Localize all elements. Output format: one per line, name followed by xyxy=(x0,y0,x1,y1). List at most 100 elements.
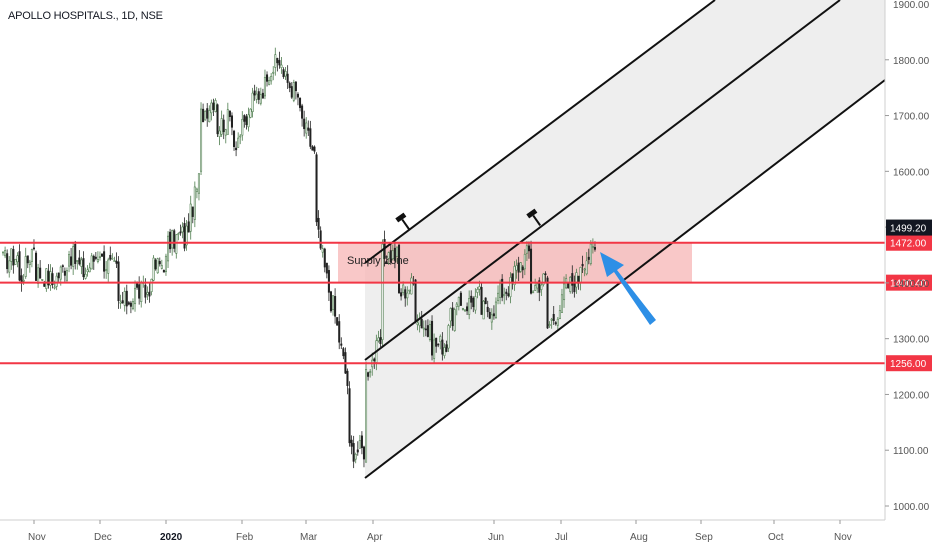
candle-body xyxy=(569,276,572,292)
candle-body xyxy=(224,129,227,136)
candle-body xyxy=(24,256,27,277)
candle-body xyxy=(323,248,326,268)
candle-body xyxy=(146,292,149,295)
candle-body xyxy=(249,108,252,118)
candle-body xyxy=(92,255,95,262)
arrow-icon xyxy=(600,252,656,325)
candle-body xyxy=(540,284,543,290)
candles xyxy=(2,47,596,469)
candle-body xyxy=(313,146,316,152)
candle-body xyxy=(173,230,176,249)
candle-body xyxy=(59,266,62,280)
candle-body xyxy=(171,230,174,249)
candle-body xyxy=(43,283,46,287)
candle-body xyxy=(464,309,467,312)
candle-body xyxy=(348,388,351,444)
candle-body xyxy=(377,337,380,342)
candle-body xyxy=(307,127,310,131)
candle-body xyxy=(521,266,524,271)
candle-body xyxy=(410,277,413,295)
candle-body xyxy=(513,266,516,286)
candle-body xyxy=(587,256,590,260)
candle-body xyxy=(109,254,112,260)
candle-body xyxy=(509,277,512,298)
candle-body xyxy=(296,93,299,98)
candle-body xyxy=(152,257,155,281)
candle-body xyxy=(550,318,553,321)
x-tick-label: Nov xyxy=(28,532,46,543)
candle-body xyxy=(342,348,345,357)
candle-body xyxy=(18,251,21,281)
candle-body xyxy=(274,54,277,68)
candle-body xyxy=(299,97,302,108)
candle-body xyxy=(191,206,194,217)
level-tag-label: 1400.40 xyxy=(890,279,927,290)
candle-body xyxy=(263,77,266,97)
candle-body xyxy=(220,118,223,135)
candle-body xyxy=(530,248,533,294)
candle-body xyxy=(65,270,68,281)
candle-body xyxy=(175,234,178,254)
candle-body xyxy=(158,261,161,265)
candle-body xyxy=(346,370,349,386)
candle-body xyxy=(51,273,54,285)
candle-body xyxy=(45,268,48,289)
candle-body xyxy=(134,287,137,305)
candle-body xyxy=(156,258,159,274)
candle-body xyxy=(544,273,547,275)
candle-body xyxy=(356,449,359,453)
channel-upper-line[interactable] xyxy=(364,0,716,264)
candle-body xyxy=(379,337,382,344)
candle-body xyxy=(428,324,431,340)
candle-body xyxy=(373,358,376,361)
candle-body xyxy=(292,82,295,101)
candle-body xyxy=(325,262,328,274)
candle-body xyxy=(593,247,596,250)
candle-body xyxy=(552,314,555,322)
level-tag-1400.40 xyxy=(886,274,932,291)
candle-body xyxy=(575,272,578,288)
candle-body xyxy=(177,233,180,235)
y-tick-label: 1600.00 xyxy=(893,167,930,178)
candle-body xyxy=(433,339,436,359)
candle-body xyxy=(499,283,502,298)
candle-body xyxy=(103,251,106,272)
candle-body xyxy=(123,291,126,306)
x-tick-label: Aug xyxy=(630,532,648,543)
candle-body xyxy=(4,250,7,257)
candle-body xyxy=(435,337,438,347)
candle-body xyxy=(187,221,190,233)
channel-mid-line[interactable] xyxy=(364,0,841,361)
candle-body xyxy=(490,314,493,323)
candle-body xyxy=(6,253,9,270)
candle-body xyxy=(447,325,450,349)
y-tick-label: 1900.00 xyxy=(893,0,930,11)
candle-body xyxy=(8,260,11,273)
candle-body xyxy=(319,230,322,249)
candle-body xyxy=(160,265,163,269)
candle-body xyxy=(556,318,559,326)
y-tick-label: 1300.00 xyxy=(893,335,930,346)
candle-body xyxy=(22,279,25,282)
candle-body xyxy=(315,154,318,223)
candle-body xyxy=(101,253,104,257)
candle-body xyxy=(230,115,233,128)
candle-body xyxy=(480,287,483,315)
channel-lower-line[interactable] xyxy=(364,79,886,479)
candle-body xyxy=(459,292,462,306)
candle-body xyxy=(105,269,108,271)
candle-body xyxy=(228,110,231,117)
candle-body xyxy=(247,114,250,128)
candle-body xyxy=(484,297,487,305)
candle-body xyxy=(74,244,77,264)
candle-body xyxy=(294,81,297,92)
candle-body xyxy=(72,246,75,267)
candle-body xyxy=(290,86,293,98)
candle-body xyxy=(560,294,563,313)
candle-body xyxy=(365,369,368,463)
candle-body xyxy=(457,297,460,307)
candle-body xyxy=(542,273,545,285)
x-tick-label: Mar xyxy=(300,532,318,543)
candle-body xyxy=(107,259,110,274)
